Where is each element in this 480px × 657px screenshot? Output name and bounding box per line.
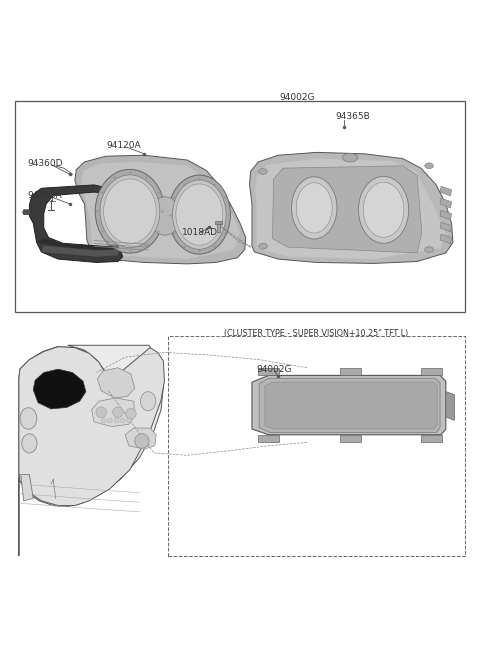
- Ellipse shape: [120, 418, 125, 423]
- Text: 1018AD: 1018AD: [181, 228, 217, 237]
- Ellipse shape: [172, 180, 226, 249]
- Polygon shape: [36, 238, 120, 250]
- Polygon shape: [421, 435, 442, 442]
- Ellipse shape: [425, 163, 433, 169]
- Polygon shape: [440, 210, 452, 220]
- Ellipse shape: [259, 169, 267, 174]
- Polygon shape: [339, 435, 360, 442]
- Polygon shape: [440, 234, 452, 244]
- Polygon shape: [258, 435, 279, 442]
- Polygon shape: [92, 398, 135, 426]
- Ellipse shape: [22, 434, 37, 453]
- Ellipse shape: [113, 407, 123, 417]
- Polygon shape: [250, 152, 453, 263]
- Polygon shape: [29, 185, 123, 262]
- Polygon shape: [125, 428, 156, 449]
- Polygon shape: [255, 158, 446, 259]
- Text: 94363A: 94363A: [27, 191, 62, 200]
- Polygon shape: [440, 222, 452, 232]
- Ellipse shape: [425, 246, 433, 252]
- Text: 94002G: 94002G: [280, 93, 315, 102]
- Polygon shape: [41, 246, 118, 257]
- Ellipse shape: [135, 434, 149, 448]
- Polygon shape: [75, 155, 246, 264]
- Polygon shape: [23, 210, 30, 215]
- Polygon shape: [252, 375, 446, 435]
- Ellipse shape: [149, 197, 180, 235]
- Polygon shape: [216, 223, 220, 232]
- Polygon shape: [421, 368, 442, 375]
- Ellipse shape: [20, 408, 37, 429]
- Ellipse shape: [104, 179, 156, 244]
- Ellipse shape: [296, 183, 332, 233]
- Ellipse shape: [176, 184, 223, 245]
- Polygon shape: [440, 198, 452, 208]
- Polygon shape: [339, 368, 360, 375]
- Ellipse shape: [126, 409, 136, 419]
- Ellipse shape: [363, 182, 404, 237]
- Polygon shape: [273, 166, 422, 253]
- Polygon shape: [19, 347, 164, 506]
- Polygon shape: [19, 347, 107, 556]
- Ellipse shape: [342, 153, 358, 162]
- Ellipse shape: [100, 175, 160, 248]
- Ellipse shape: [359, 176, 408, 243]
- Polygon shape: [81, 162, 240, 259]
- Polygon shape: [446, 392, 455, 420]
- Ellipse shape: [96, 407, 107, 417]
- Ellipse shape: [108, 418, 112, 423]
- Polygon shape: [258, 368, 279, 375]
- Ellipse shape: [95, 170, 165, 253]
- Polygon shape: [33, 369, 86, 409]
- Text: 94120A: 94120A: [106, 141, 141, 150]
- Ellipse shape: [141, 392, 156, 411]
- Polygon shape: [97, 368, 135, 398]
- Ellipse shape: [259, 243, 267, 249]
- Text: 94360D: 94360D: [27, 159, 62, 168]
- Polygon shape: [259, 378, 440, 432]
- Ellipse shape: [291, 177, 337, 239]
- Polygon shape: [21, 474, 33, 501]
- Polygon shape: [19, 345, 163, 507]
- Ellipse shape: [168, 175, 230, 254]
- Text: 94365B: 94365B: [336, 112, 371, 122]
- Polygon shape: [265, 382, 437, 429]
- Ellipse shape: [114, 418, 119, 423]
- Ellipse shape: [127, 418, 132, 423]
- Ellipse shape: [101, 418, 106, 423]
- Polygon shape: [440, 187, 452, 196]
- Text: 94002G: 94002G: [257, 365, 292, 374]
- Polygon shape: [215, 221, 222, 223]
- Text: (CLUSTER TYPE - SUPER VISION+10.25" TFT L): (CLUSTER TYPE - SUPER VISION+10.25" TFT …: [225, 328, 408, 338]
